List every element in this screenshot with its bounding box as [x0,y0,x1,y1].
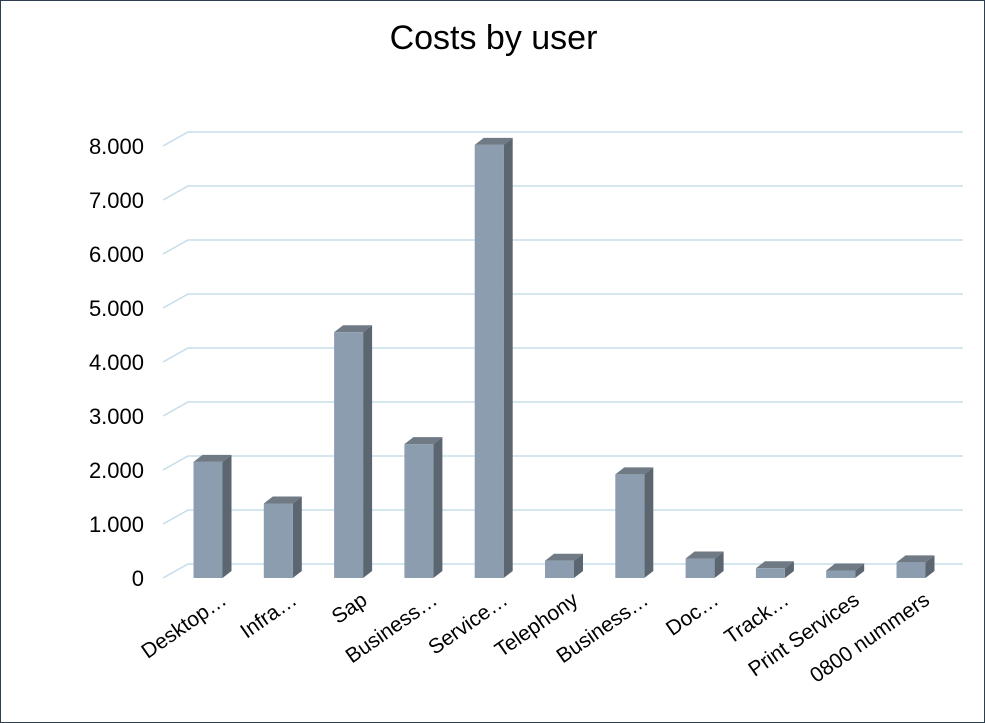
bar [474,137,513,579]
gridline [162,347,963,363]
x-tick-label: Desktop… [137,588,231,663]
gridline [162,455,963,471]
gridline [162,293,963,309]
x-tick-label: 0800 nummers [806,588,934,687]
bar-top [755,561,794,569]
bar [545,553,583,578]
bar-top [193,454,232,462]
x-tick-label: Sap [328,588,372,628]
y-tick-label: 5.000 [89,296,144,321]
gridline [162,239,963,255]
bar-side [363,325,373,578]
bar-front [545,560,574,578]
bar [193,454,232,578]
gridlines [162,131,963,579]
y-tick-label: 3.000 [89,404,144,429]
bar-top [896,555,935,563]
bar-front [685,558,715,578]
gridline [162,131,963,147]
bar-top [474,137,513,145]
y-tick-label: 8.000 [89,134,144,159]
bar-side [503,137,513,579]
bar-front [826,570,856,578]
bar [334,325,373,578]
bar-top [826,563,865,571]
bar-side [714,551,724,578]
chart-title: Costs by user [389,19,598,57]
bar [896,555,935,578]
bar-top [685,551,724,559]
bar-side [784,561,794,578]
bar-front [404,444,434,578]
y-tick-label: 0 [132,566,144,591]
bar-side [433,437,443,578]
bar-top [404,437,443,445]
bar-side [292,496,302,578]
bar-front [334,332,364,578]
x-tick-label: Infra… [236,588,301,643]
bar-front [474,144,504,579]
y-tick-label: 6.000 [89,242,144,267]
bar-front [896,562,926,578]
bar-top [334,325,373,333]
x-axis-ticks: Desktop… Infra… SapBusiness…Service…Teleph… [137,588,934,687]
bar [615,467,654,578]
gridline [162,185,963,201]
bar-side [925,555,935,578]
bar-top [545,553,583,561]
bar [404,437,443,578]
y-tick-label: 4.000 [89,350,144,375]
bars [193,137,935,579]
y-tick-label: 7.000 [89,188,144,213]
bar [755,561,794,578]
bar-side [855,563,865,578]
bar-top [615,467,654,475]
x-tick-label: Doc… [662,588,723,640]
bar [263,496,302,578]
gridline [162,509,963,525]
y-tick-label: 1.000 [89,512,144,537]
bar-side [574,553,583,578]
bar-front [615,474,645,578]
gridline [162,401,963,417]
bar-top [263,496,302,504]
bar-front [193,461,223,578]
bar [685,551,724,578]
bar-front [263,503,293,578]
bar [826,563,865,578]
y-tick-label: 2.000 [89,458,144,483]
bar-side [222,454,232,578]
bar-side [644,467,654,578]
y-axis-ticks: 0 1.000 2.000 3.000 4.000 5.000 6.000 7.000 8.00… [89,134,144,591]
bar-front [755,568,785,578]
